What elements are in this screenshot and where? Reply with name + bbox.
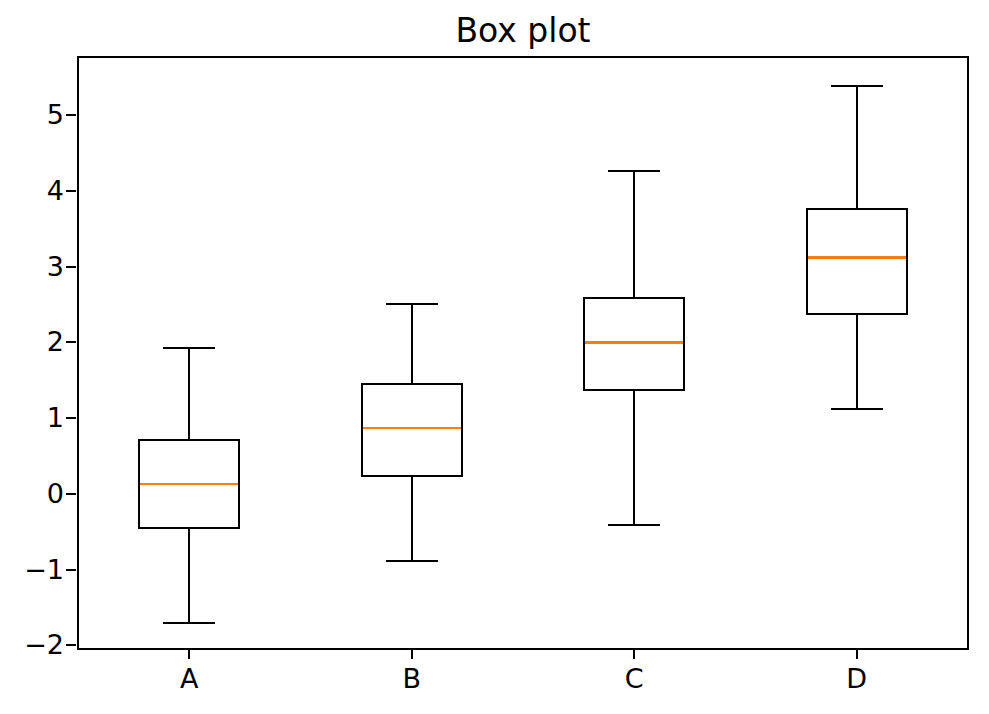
y-axis-tick-label: −2 bbox=[8, 629, 64, 661]
whisker-upper bbox=[633, 171, 635, 297]
whisker-upper bbox=[411, 304, 413, 383]
y-axis-tick bbox=[66, 190, 76, 192]
x-axis-tick bbox=[856, 649, 858, 659]
y-axis-tick bbox=[66, 644, 76, 646]
boxplot-figure: Box plot −2 −1 0 1 2 3 4 5 A B C D bbox=[0, 0, 989, 714]
plot-area bbox=[77, 56, 969, 650]
median-line bbox=[140, 483, 238, 486]
x-axis-tick bbox=[188, 649, 190, 659]
median-line bbox=[585, 341, 683, 344]
y-axis-tick-label: 5 bbox=[8, 99, 64, 131]
whisker-cap-upper bbox=[831, 85, 883, 87]
x-axis-tick-label: B bbox=[372, 663, 452, 695]
box-iqr bbox=[583, 297, 685, 391]
y-axis-tick bbox=[66, 114, 76, 116]
whisker-upper bbox=[856, 86, 858, 209]
median-line bbox=[363, 427, 461, 430]
y-axis-tick bbox=[66, 266, 76, 268]
y-axis-tick-label: 3 bbox=[8, 251, 64, 283]
x-axis-tick-label: A bbox=[149, 663, 229, 695]
whisker-lower bbox=[188, 529, 190, 623]
whisker-cap-upper bbox=[608, 170, 660, 172]
y-axis-tick bbox=[66, 341, 76, 343]
x-axis-tick-label: C bbox=[594, 663, 674, 695]
y-axis-tick-label: 4 bbox=[8, 175, 64, 207]
whisker-upper bbox=[188, 348, 190, 439]
y-axis-tick bbox=[66, 417, 76, 419]
whisker-cap-lower bbox=[163, 622, 215, 624]
box-iqr bbox=[361, 383, 463, 477]
y-axis-tick-label: −1 bbox=[8, 554, 64, 586]
whisker-cap-lower bbox=[608, 524, 660, 526]
whisker-cap-upper bbox=[163, 347, 215, 349]
y-axis-tick bbox=[66, 569, 76, 571]
whisker-cap-upper bbox=[386, 303, 438, 305]
x-axis-tick bbox=[633, 649, 635, 659]
median-line bbox=[808, 256, 906, 259]
x-axis-tick bbox=[411, 649, 413, 659]
whisker-lower bbox=[633, 391, 635, 525]
x-axis-tick-label: D bbox=[817, 663, 897, 695]
chart-title: Box plot bbox=[78, 12, 968, 50]
y-axis-tick bbox=[66, 493, 76, 495]
whisker-cap-lower bbox=[386, 560, 438, 562]
whisker-lower bbox=[856, 315, 858, 409]
y-axis-tick-label: 2 bbox=[8, 326, 64, 358]
y-axis-tick-label: 1 bbox=[8, 402, 64, 434]
whisker-cap-lower bbox=[831, 408, 883, 410]
y-axis-tick-label: 0 bbox=[8, 478, 64, 510]
box-iqr bbox=[806, 208, 908, 315]
whisker-lower bbox=[411, 477, 413, 561]
